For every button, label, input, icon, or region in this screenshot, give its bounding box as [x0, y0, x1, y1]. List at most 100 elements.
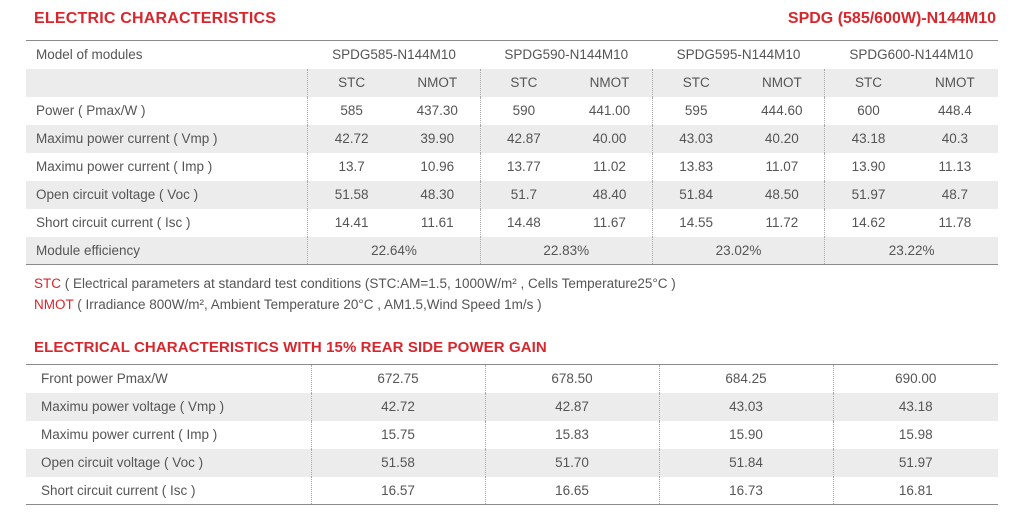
stc-note-key: STC — [34, 276, 61, 291]
table-cell: 14.55 — [651, 208, 740, 237]
table-cell: 11.13 — [938, 159, 972, 174]
table-cell: 441.00 — [588, 103, 631, 118]
row-label: Maximu power voltage ( Vmp ) — [26, 392, 311, 421]
table-cell: 51.84 — [651, 180, 740, 209]
nmot-header: NMOT — [394, 68, 481, 97]
model-name: SPDG595-N144M10 — [676, 47, 801, 63]
row-label: Front power Pmax/W — [41, 371, 168, 387]
table-cell: 51.84 — [658, 448, 833, 477]
stc-header: STC — [651, 68, 740, 97]
table-cell: 15.75 — [310, 420, 485, 449]
table-cell: 22.64% — [307, 236, 481, 265]
nmot-header: NMOT — [911, 68, 998, 97]
table-cell: 40.20 — [739, 124, 825, 153]
table-header-models-row: Model of modules SPDG585-N144M10 SPDG590… — [26, 41, 998, 69]
row-label: Open circuit voltage ( Voc ) — [26, 448, 311, 477]
section-title-electric-characteristics: ELECTRIC CHARACTERISTICS — [34, 10, 277, 27]
table-cell: 40.00 — [567, 124, 653, 153]
table-cell: 15.98 — [832, 420, 998, 449]
table-cell: 40.3 — [911, 124, 998, 153]
table-cell: 14.41 — [307, 208, 395, 237]
table-row: Maximu power current ( Imp ) 15.75 15.83… — [26, 420, 998, 449]
table-cell: 13.7 — [307, 152, 395, 181]
table-cell: 14.62 — [824, 208, 912, 237]
table-cell: 11.67 — [593, 215, 626, 230]
table-row-efficiency: Module efficiency 22.64% 22.83% 23.02% 2… — [26, 236, 998, 265]
electric-characteristics-table: Model of modules SPDG585-N144M10 SPDG590… — [26, 40, 998, 265]
table-cell: 13.83 — [651, 152, 740, 181]
table-cell: 43.03 — [658, 392, 833, 421]
table-cell: 16.57 — [310, 476, 485, 505]
table-cell: 43.18 — [824, 124, 912, 153]
table-cell: 11.72 — [765, 215, 799, 230]
row-label: Short circuit current ( Isc ) — [36, 215, 191, 230]
table-row: Maximu power current ( Vmp ) 42.72 39.90… — [26, 124, 998, 153]
table-row: Maximu power voltage ( Vmp ) 42.72 42.87… — [26, 392, 998, 421]
table-header-conditions-row: STC NMOT STC NMOT STC NMOT STC NMOT — [26, 68, 998, 97]
product-series-title: SPDG (585/600W)-N144M10 — [787, 10, 996, 27]
table-cell: 51.70 — [484, 448, 659, 477]
row-label: Short circuit current ( Isc ) — [41, 482, 196, 498]
model-name: SPDG600-N144M10 — [849, 47, 974, 63]
table-cell: 42.72 — [307, 124, 395, 153]
table-row: Open circuit voltage ( Voc ) 51.58 48.30… — [26, 180, 998, 209]
table-cell: 43.03 — [651, 124, 740, 153]
table-cell: 595 — [651, 96, 740, 125]
table-cell: 15.83 — [484, 420, 659, 449]
empty-cell — [26, 68, 308, 97]
table-cell: 42.72 — [310, 392, 485, 421]
table-cell: 51.97 — [832, 448, 998, 477]
model-of-modules-label: Model of modules — [36, 47, 143, 63]
table-row: Open circuit voltage ( Voc ) 51.58 51.70… — [26, 448, 998, 477]
nmot-header: NMOT — [739, 68, 825, 97]
table-cell: 48.30 — [394, 180, 481, 209]
table-row: Power ( Pmax/W ) 585 437.30 590 441.00 5… — [26, 96, 998, 125]
table-cell: 16.73 — [658, 476, 833, 505]
table-cell: 684.25 — [658, 364, 833, 393]
table-cell: 690.00 — [832, 364, 998, 393]
stc-note-text: ( Electrical parameters at standard test… — [61, 276, 676, 291]
table-cell: 15.90 — [658, 420, 833, 449]
table-cell: 437.30 — [416, 103, 458, 118]
table-cell: 43.18 — [832, 392, 998, 421]
table-cell: 51.7 — [479, 180, 568, 209]
table-cell: 51.97 — [824, 180, 912, 209]
row-label: Open circuit voltage ( Voc ) — [26, 180, 308, 209]
nmot-note-text: ( Irradiance 800W/m², Ambient Temperatur… — [73, 297, 542, 312]
table-row: Front power Pmax/W 672.75 678.50 684.25 … — [26, 364, 998, 393]
table-cell: 22.83% — [479, 236, 653, 265]
rear-side-power-gain-table: Front power Pmax/W 672.75 678.50 684.25 … — [26, 364, 998, 505]
table-cell: 48.40 — [567, 180, 653, 209]
table-cell: 444.60 — [761, 103, 803, 118]
table-cell: 16.65 — [484, 476, 659, 505]
table-cell: 48.7 — [911, 180, 998, 209]
table-cell: 13.77 — [479, 152, 568, 181]
section-title-rear-side-gain: ELECTRICAL CHARACTERISTICS WITH 15% REAR… — [34, 339, 547, 356]
table-cell: 51.58 — [310, 448, 485, 477]
nmot-header: NMOT — [567, 68, 653, 97]
table-cell: 51.58 — [307, 180, 395, 209]
table-cell: 585 — [307, 96, 395, 125]
table-cell: 10.96 — [420, 159, 455, 174]
table-cell: 11.78 — [938, 215, 972, 230]
table-cell: 48.50 — [739, 180, 825, 209]
stc-note: STC ( Electrical parameters at standard … — [34, 276, 676, 291]
table-cell: 678.50 — [484, 364, 659, 393]
table-cell: 42.87 — [484, 392, 659, 421]
table-cell: 14.48 — [479, 208, 568, 237]
table-cell: 23.22% — [824, 236, 998, 265]
nmot-note: NMOT ( Irradiance 800W/m², Ambient Tempe… — [34, 297, 542, 312]
table-cell: 11.07 — [765, 159, 799, 174]
row-label: Maximu power current ( Imp ) — [41, 427, 218, 442]
table-cell: 13.90 — [824, 152, 912, 181]
table-cell: 42.87 — [479, 124, 568, 153]
stc-header: STC — [479, 68, 568, 97]
table-row: Short circuit current ( Isc ) 16.57 16.6… — [26, 476, 998, 505]
row-label: Maximu power current ( Imp ) — [36, 159, 213, 174]
model-name: SPDG585-N144M10 — [332, 47, 456, 63]
nmot-note-key: NMOT — [34, 297, 74, 312]
table-cell: 39.90 — [394, 124, 481, 153]
row-label: Power ( Pmax/W ) — [36, 103, 146, 118]
stc-header: STC — [307, 68, 395, 97]
table-cell: 23.02% — [651, 236, 825, 265]
